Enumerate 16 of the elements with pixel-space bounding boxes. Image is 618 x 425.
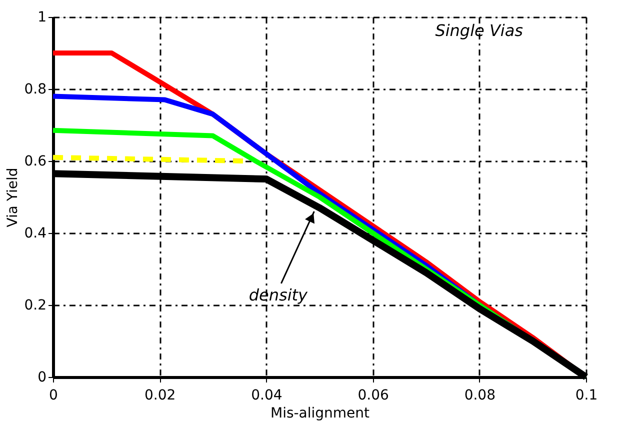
x-tick-label: 0.08	[464, 388, 496, 404]
y-tick-label: 1	[38, 10, 46, 26]
x-tick-label: 0.04	[251, 388, 282, 404]
y-tick-label: 0.4	[24, 226, 47, 242]
y-axis-title: Via Yield	[5, 168, 22, 228]
x-tick-label: 0.02	[144, 388, 176, 404]
x-tick-label: 0.06	[358, 388, 389, 404]
y-tick-label: 0.8	[24, 82, 46, 98]
x-tick-label: 0	[49, 388, 58, 404]
x-axis-title: Mis-alignment	[270, 406, 370, 422]
y-tick-label: 0.6	[24, 154, 47, 170]
y-tick-label: 0	[38, 370, 46, 386]
annotation: Single Vias	[435, 21, 523, 40]
annotation: density	[248, 285, 308, 304]
x-tick-label: 0.1	[575, 388, 598, 404]
y-tick-label: 0.2	[24, 298, 46, 314]
